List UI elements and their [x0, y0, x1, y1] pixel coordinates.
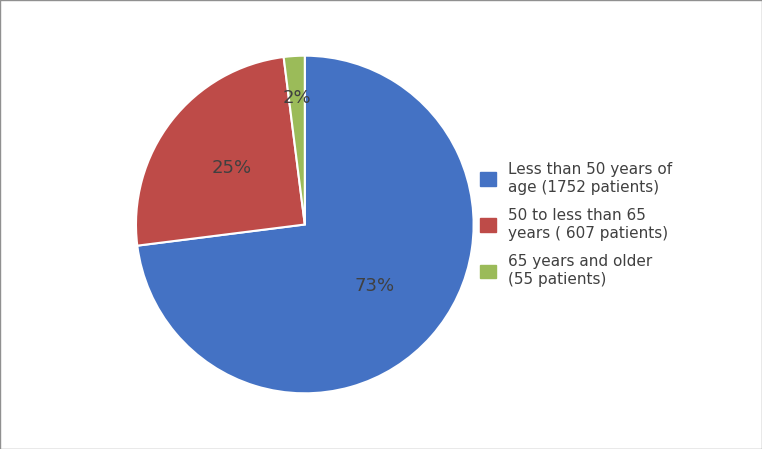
Wedge shape [137, 56, 474, 393]
Text: 73%: 73% [354, 277, 395, 295]
Text: 2%: 2% [283, 89, 311, 107]
Wedge shape [136, 57, 305, 246]
Wedge shape [283, 56, 305, 224]
Text: 25%: 25% [211, 158, 251, 176]
Legend: Less than 50 years of
age (1752 patients), 50 to less than 65
years ( 607 patien: Less than 50 years of age (1752 patients… [473, 154, 680, 295]
